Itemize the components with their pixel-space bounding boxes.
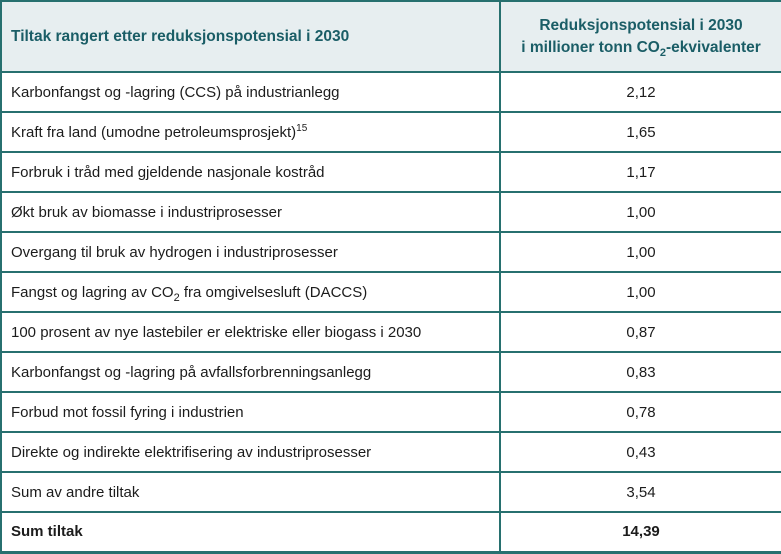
tiltak-cell: Karbonfangst og -lagring på avfallsforbr… bbox=[0, 351, 501, 393]
verdi-cell: 1,00 bbox=[499, 231, 781, 273]
table-body: Karbonfangst og -lagring (CCS) på indust… bbox=[0, 71, 781, 553]
verdi-cell: 3,54 bbox=[499, 471, 781, 513]
table-row: Økt bruk av biomasse i industriprosesser… bbox=[0, 191, 781, 233]
tiltak-cell: Forbud mot fossil fyring i industrien bbox=[0, 391, 501, 433]
verdi-cell: 0,83 bbox=[499, 351, 781, 393]
header-potensial-line1: Reduksjonspotensial i 2030 bbox=[539, 16, 743, 34]
tiltak-cell: Kraft fra land (umodne petroleumsprosjek… bbox=[0, 111, 501, 153]
table-row: 100 prosent av nye lastebiler er elektri… bbox=[0, 311, 781, 353]
tiltak-cell: Direkte og indirekte elektrifisering av … bbox=[0, 431, 501, 473]
tiltak-cell: Sum av andre tiltak bbox=[0, 471, 501, 513]
verdi-cell: 1,00 bbox=[499, 191, 781, 233]
verdi-cell: 1,00 bbox=[499, 271, 781, 313]
table-row: Karbonfangst og -lagring (CCS) på indust… bbox=[0, 71, 781, 113]
verdi-cell: 0,87 bbox=[499, 311, 781, 353]
tiltak-cell: Forbruk i tråd med gjeldende nasjonale k… bbox=[0, 151, 501, 193]
table-header-row: Tiltak rangert etter reduksjonspotensial… bbox=[0, 0, 781, 73]
table-row: Overgang til bruk av hydrogen i industri… bbox=[0, 231, 781, 273]
tiltak-cell: 100 prosent av nye lastebiler er elektri… bbox=[0, 311, 501, 353]
tiltak-cell: Fangst og lagring av CO2 fra omgivelsesl… bbox=[0, 271, 501, 313]
tiltak-cell: Overgang til bruk av hydrogen i industri… bbox=[0, 231, 501, 273]
table-row: Karbonfangst og -lagring på avfallsforbr… bbox=[0, 351, 781, 393]
verdi-cell: 0,43 bbox=[499, 431, 781, 473]
table-row: Sum tiltak 14,39 bbox=[0, 511, 781, 553]
header-potensial: Reduksjonspotensial i 2030 i millioner t… bbox=[499, 0, 781, 73]
table-row: Kraft fra land (umodne petroleumsprosjek… bbox=[0, 111, 781, 153]
verdi-cell: 2,12 bbox=[499, 71, 781, 113]
header-tiltak: Tiltak rangert etter reduksjonspotensial… bbox=[0, 0, 501, 73]
tiltak-cell: Økt bruk av biomasse i industriprosesser bbox=[0, 191, 501, 233]
header-potensial-line2: i millioner tonn CO2-ekvivalenter bbox=[521, 39, 761, 60]
tiltak-cell: Sum tiltak bbox=[0, 511, 501, 553]
table-row: Direkte og indirekte elektrifisering av … bbox=[0, 431, 781, 473]
tiltak-cell: Karbonfangst og -lagring (CCS) på indust… bbox=[0, 71, 501, 113]
table-row: Fangst og lagring av CO2 fra omgivelsesl… bbox=[0, 271, 781, 313]
verdi-cell: 1,65 bbox=[499, 111, 781, 153]
verdi-cell: 14,39 bbox=[499, 511, 781, 553]
table-row: Sum av andre tiltak 3,54 bbox=[0, 471, 781, 513]
verdi-cell: 0,78 bbox=[499, 391, 781, 433]
verdi-cell: 1,17 bbox=[499, 151, 781, 193]
table-row: Forbud mot fossil fyring i industrien 0,7… bbox=[0, 391, 781, 433]
table-row: Forbruk i tråd med gjeldende nasjonale k… bbox=[0, 151, 781, 193]
